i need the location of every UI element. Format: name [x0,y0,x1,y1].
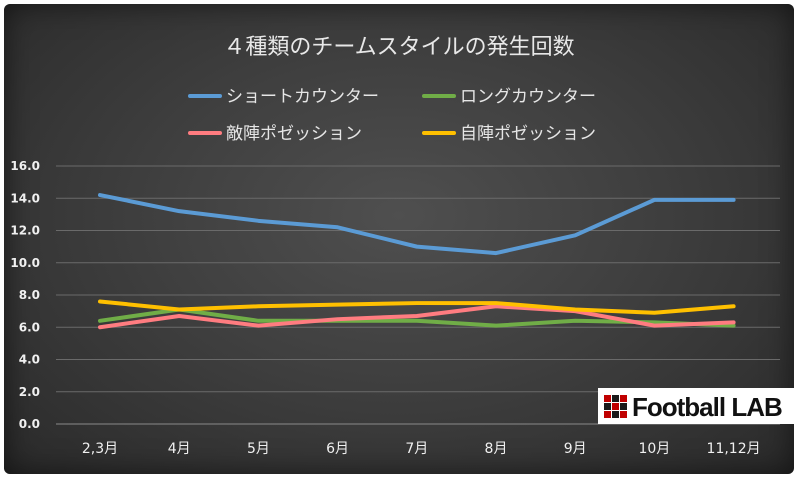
logo-grid-cell [604,403,611,410]
logo-grid-cell [612,403,619,410]
y-tick-label: 4.0 [19,353,40,367]
y-tick-label: 0.0 [19,417,40,431]
y-tick-label: 12.0 [10,224,40,238]
logo-text: Football LAB [632,392,782,422]
series-line [98,193,736,256]
logo-grid-cell [604,395,611,402]
x-tick-label: 8月 [485,441,508,457]
x-tick-label: 10月 [638,441,670,457]
x-axis: 2,3月 4月 5月 6月 7月 8月 9月 10月 11,12月 [82,441,761,457]
y-tick-label: 10.0 [10,256,40,270]
logo-grid-cell [620,403,627,410]
x-tick-label: 11,12月 [707,441,761,457]
series-lines [98,193,736,330]
y-tick-label: 8.0 [19,288,40,302]
y-tick-label: 6.0 [19,320,40,334]
y-tick-label: 2.0 [19,385,40,399]
y-axis: 0.0 2.0 4.0 6.0 8.0 10.0 12.0 14.0 16.0 [10,159,40,431]
logo-grid-icon [604,395,627,418]
logo-grid-cell [620,395,627,402]
line-chart: ４種類のチームスタイルの発生回数 ショートカウンター ロングカウンター敵陣ポゼッシ… [10,35,794,457]
x-tick-label: 5月 [247,441,270,457]
x-tick-label: 7月 [405,441,428,457]
logo-background [598,388,794,424]
legend-label: 敵陣ポゼッション [226,124,362,144]
chart-panel: ４種類のチームスタイルの発生回数 ショートカウンター ロングカウンター敵陣ポゼッシ… [4,4,794,474]
logo-grid-cell [612,395,619,402]
logo-grid-cell [620,411,627,418]
x-tick-label: 6月 [326,441,349,457]
x-tick-label: 9月 [564,441,587,457]
gridlines [56,165,780,425]
legend-label: ショートカウンター [226,87,379,107]
y-tick-label: 14.0 [10,191,40,205]
footballlab-logo: Football LAB [598,388,794,424]
logo-grid-cell [604,411,611,418]
logo-grid-cell [612,411,619,418]
legend-label: 自陣ポゼッション [460,124,596,144]
series-line [98,304,736,330]
y-tick-label: 16.0 [10,159,40,173]
x-tick-label: 4月 [168,441,191,457]
chart-title: ４種類のチームスタイルの発生回数 [223,35,574,60]
legend-label: ロングカウンター [460,87,596,107]
x-tick-label: 2,3月 [82,441,118,457]
series-line [98,299,736,315]
